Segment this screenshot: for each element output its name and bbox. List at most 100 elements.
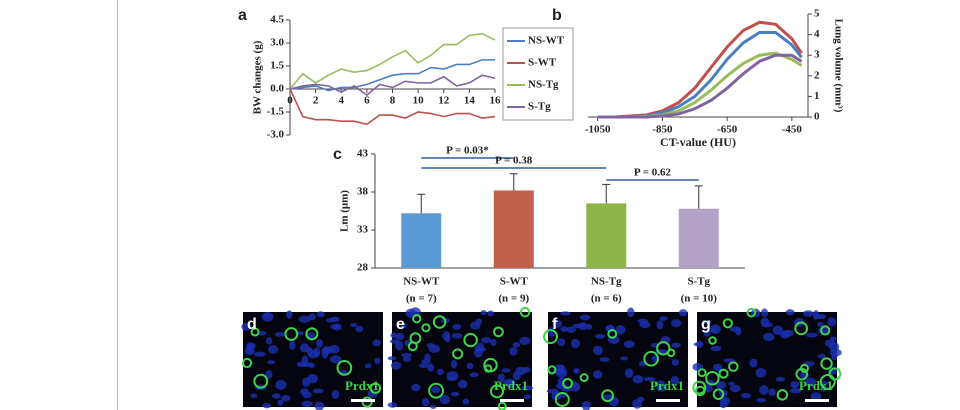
nucleus <box>374 357 381 365</box>
x-tick-label: NS-WT <box>403 276 440 288</box>
nucleus <box>760 317 770 327</box>
legend-box <box>502 27 574 121</box>
nucleus <box>720 396 730 406</box>
y-tick-label: 38 <box>357 186 369 198</box>
nucleus <box>241 322 252 331</box>
nucleus <box>450 359 458 369</box>
y-tick-label: 33 <box>357 224 369 236</box>
nucleus <box>245 342 255 353</box>
prdx1-cell <box>656 341 671 356</box>
nucleus <box>424 353 431 361</box>
nucleus <box>475 347 487 352</box>
p-value: P = 0.03* <box>446 145 489 157</box>
nucleus <box>723 358 736 363</box>
micrograph: e Prdx1 <box>387 306 534 410</box>
prdx1-cell <box>607 328 618 339</box>
prdx1-cell <box>794 321 809 336</box>
nucleus <box>827 317 837 327</box>
x-tick-label: NS-Tg <box>591 276 622 288</box>
nucleus <box>599 357 610 363</box>
prdx1-cell <box>722 318 733 329</box>
nucleus <box>804 377 817 388</box>
nucleus <box>670 375 680 386</box>
nucleus <box>521 385 534 391</box>
stain-label: Prdx1 <box>650 378 684 393</box>
nucleus <box>389 339 400 344</box>
nucleus <box>729 384 741 393</box>
nucleus <box>581 400 591 410</box>
nucleus <box>470 321 481 330</box>
x-tick-sublabel: (n = 6) <box>591 293 622 305</box>
prdx1-cell <box>708 336 717 345</box>
nucleus <box>301 362 313 367</box>
nucleus <box>760 308 769 318</box>
x-tick-label: 8 <box>390 95 396 107</box>
nucleus <box>592 370 603 379</box>
nucleus <box>265 370 273 379</box>
nucleus <box>286 310 293 319</box>
nucleus <box>620 356 629 361</box>
y-tick-label: -3.0 <box>267 129 285 141</box>
legend-label: S-WT <box>528 57 557 69</box>
nucleus <box>579 314 591 321</box>
x-tick-sublabel: (n = 9) <box>498 293 529 305</box>
prdx1-cell <box>562 378 573 389</box>
nucleus <box>457 379 468 389</box>
nucleus <box>268 345 279 354</box>
prdx1-cell <box>554 392 570 407</box>
y-tick-label: 0 <box>814 111 820 123</box>
nucleus <box>265 337 273 345</box>
nucleus <box>659 316 668 321</box>
nucleus <box>715 381 727 390</box>
nucleus <box>298 315 311 323</box>
nucleus <box>329 344 340 354</box>
nucleus <box>772 325 783 335</box>
y-tick-label: 3 <box>814 49 820 61</box>
nucleus <box>271 393 281 399</box>
x-tick-label: -650 <box>717 124 738 136</box>
series-line <box>289 88 496 126</box>
nucleus <box>330 324 341 330</box>
y-axis-label: BW changes (g) <box>252 40 264 114</box>
nucleus <box>639 321 651 329</box>
nucleus <box>696 340 704 348</box>
panel-letter: e <box>396 316 405 333</box>
nucleus <box>671 359 680 366</box>
nucleus <box>275 379 287 390</box>
prdx1-cell <box>412 314 422 324</box>
nucleus <box>267 360 275 365</box>
nucleus <box>704 384 713 393</box>
micrograph: d Prdx1 <box>241 310 383 410</box>
nucleus <box>785 309 795 316</box>
nucleus <box>570 338 580 349</box>
nucleus <box>262 402 272 409</box>
bar <box>493 190 534 268</box>
nucleus <box>355 325 364 333</box>
nucleus <box>387 402 398 408</box>
panel-letter: b <box>552 7 562 24</box>
prdx1-cell <box>705 371 720 386</box>
x-axis-label: CT-value (HU) <box>660 135 736 149</box>
legend-label: NS-WT <box>528 35 565 47</box>
nucleus <box>831 351 838 361</box>
stain-label: Prdx1 <box>799 378 833 393</box>
nucleus <box>430 404 437 409</box>
nucleus <box>512 341 521 348</box>
series-line <box>289 59 495 92</box>
nucleus <box>469 372 479 378</box>
nucleus <box>316 311 325 318</box>
nucleus <box>405 308 416 318</box>
nucleus <box>578 322 588 331</box>
x-tick-label: 10 <box>413 95 425 107</box>
nucleus <box>728 381 735 386</box>
nucleus <box>254 351 266 357</box>
y-tick-label: 28 <box>357 262 369 274</box>
nucleus <box>431 386 441 394</box>
prdx1-cell <box>483 364 493 373</box>
nucleus <box>805 332 818 338</box>
prdx1-cell <box>421 323 431 333</box>
prdx1-cell <box>490 384 505 399</box>
x-tick-label: -850 <box>652 124 673 136</box>
series-line <box>597 31 803 119</box>
